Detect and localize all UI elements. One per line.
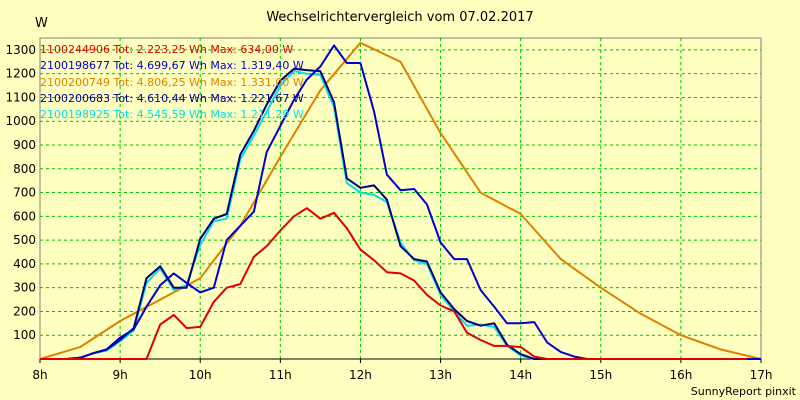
- y-tick-label: 800: [13, 162, 36, 176]
- y-axis-unit-label: W: [35, 16, 48, 31]
- x-tick-label: 11h: [269, 368, 292, 382]
- legend-entry: 2100200749 Tot: 4.806,25 Wh Max: 1.331,0…: [40, 75, 304, 89]
- x-tick-label: 17h: [750, 368, 773, 382]
- x-tick-label: 15h: [589, 368, 612, 382]
- y-tick-label: 600: [13, 209, 36, 223]
- y-tick-label: 1200: [5, 67, 36, 81]
- y-tick-label: 1300: [5, 43, 36, 57]
- y-tick-label: 1000: [5, 114, 36, 128]
- legend-entry: 2100198677 Tot: 4.699,67 Wh Max: 1.319,4…: [40, 59, 304, 73]
- series-line-2: [39, 41, 762, 360]
- legend-entry: 1100244906 Tot: 2.223,25 Wh Max: 634,00 …: [40, 43, 294, 56]
- x-tick-label: 12h: [349, 368, 372, 382]
- legend-entry: 2100198925 Tot: 4.545,59 Wh Max: 1.211,2…: [40, 108, 304, 122]
- chart-legend: 1100244906 Tot: 2.223,25 Wh Max: 634,00 …: [40, 42, 304, 123]
- y-tick-label: 400: [13, 257, 36, 271]
- x-tick-label: 8h: [32, 368, 47, 382]
- x-tick-label: 10h: [189, 368, 212, 382]
- y-tick-label: 200: [13, 304, 36, 318]
- y-tick-label: 500: [13, 233, 36, 247]
- chart-footer: SunnyReport pinxit: [690, 385, 796, 398]
- y-tick-label: 900: [13, 138, 36, 152]
- x-tick-label: 14h: [509, 368, 532, 382]
- y-tick-label: 300: [13, 281, 36, 295]
- y-tick-label: 100: [13, 328, 36, 342]
- y-tick-label: 700: [13, 186, 36, 200]
- series-line-0: [40, 207, 748, 360]
- y-tick-label: 1100: [5, 90, 36, 104]
- legend-entry: 2100200683 Tot: 4.610,44 Wh Max: 1.221,6…: [40, 91, 304, 105]
- x-tick-label: 16h: [669, 368, 692, 382]
- x-tick-label: 13h: [429, 368, 452, 382]
- x-tick-label: 9h: [112, 368, 127, 382]
- chart-title: Wechselrichtervergleich vom 07.02.2017: [266, 10, 534, 25]
